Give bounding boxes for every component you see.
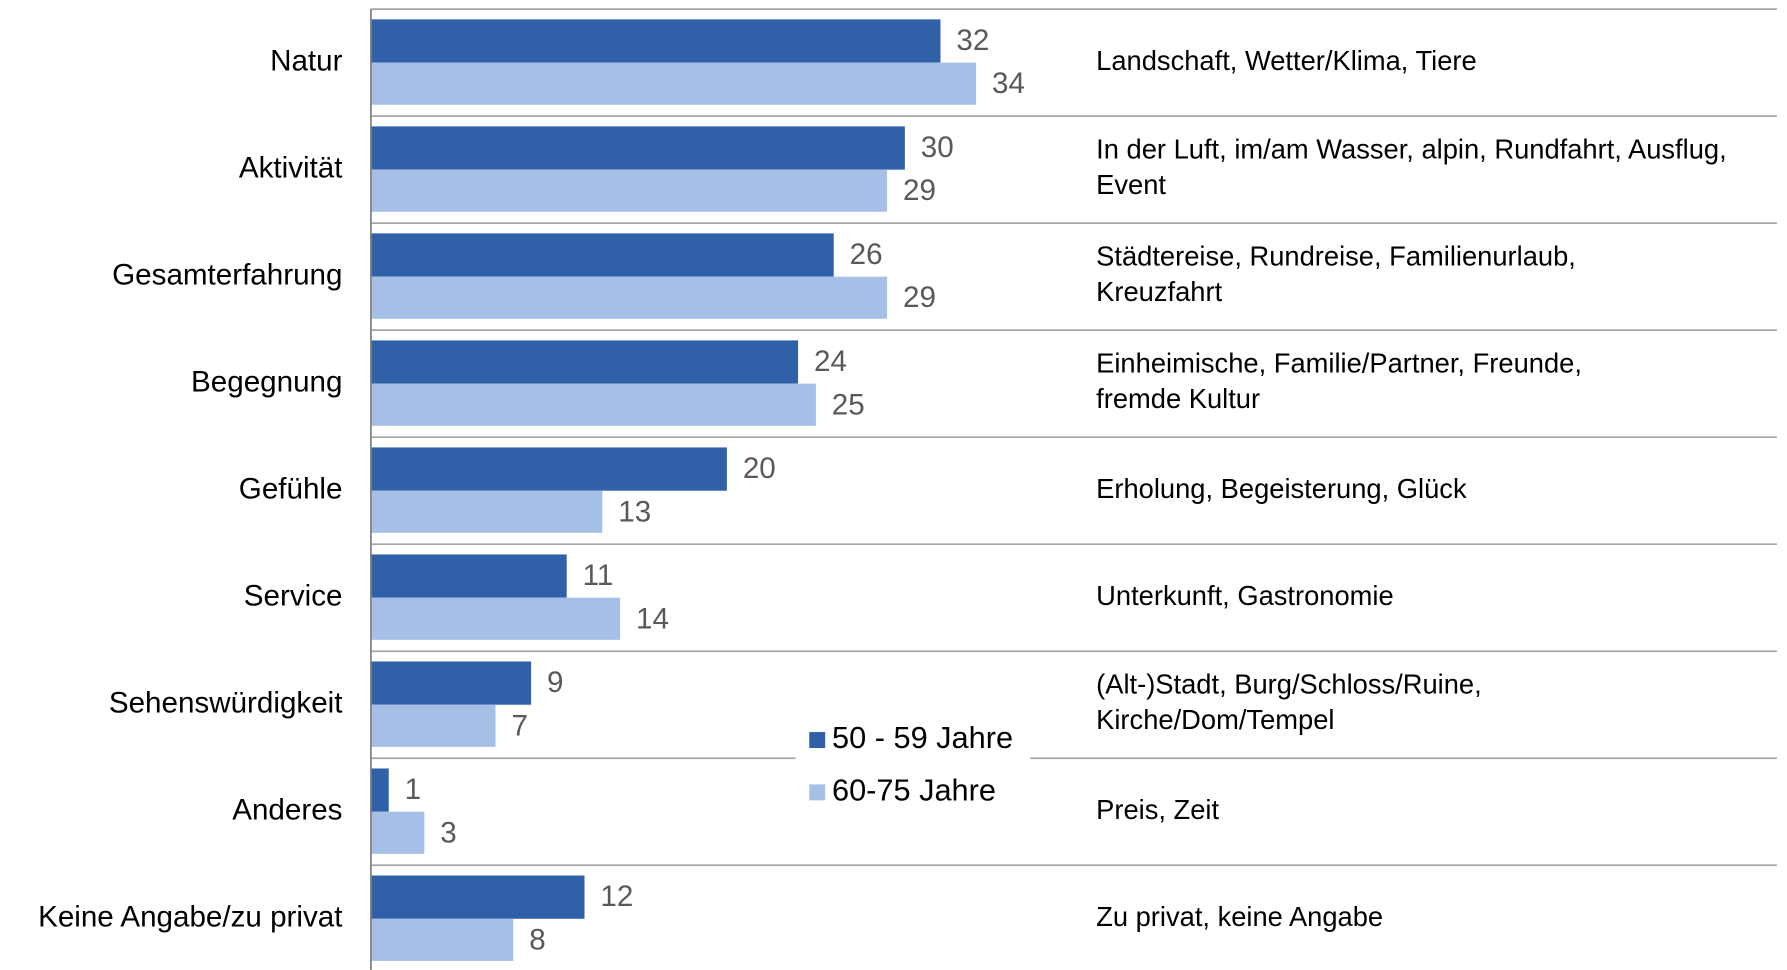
category-label: Gefühle bbox=[239, 473, 343, 506]
bar bbox=[370, 661, 532, 705]
bar bbox=[370, 233, 834, 277]
legend-swatch bbox=[809, 732, 826, 748]
bar bbox=[370, 704, 496, 747]
description: Erholung, Begeisterung, Glück bbox=[1096, 473, 1467, 504]
value-label: 26 bbox=[850, 238, 883, 271]
value-label: 32 bbox=[956, 24, 989, 57]
value-label: 13 bbox=[618, 495, 651, 528]
bar bbox=[370, 383, 816, 426]
category-label: Service bbox=[244, 580, 343, 613]
value-label: 29 bbox=[903, 174, 936, 207]
category-label: Aktivität bbox=[239, 151, 343, 184]
bar bbox=[370, 597, 621, 640]
value-label: 24 bbox=[814, 345, 847, 378]
value-label: 30 bbox=[921, 131, 954, 164]
description: Landschaft, Wetter/Klima, Tiere bbox=[1096, 45, 1477, 76]
description: Einheimische, Familie/Partner, Freunde, bbox=[1096, 348, 1582, 379]
bar bbox=[370, 875, 585, 919]
category-label: Begegnung bbox=[191, 365, 342, 398]
value-label: 3 bbox=[440, 816, 456, 849]
description: fremde Kultur bbox=[1096, 383, 1260, 414]
bar bbox=[370, 768, 389, 812]
bar bbox=[370, 276, 888, 319]
category-label: Keine Angabe/zu privat bbox=[38, 901, 342, 934]
description: Städtereise, Rundreise, Familienurlaub, bbox=[1096, 241, 1576, 272]
description: Unterkunft, Gastronomie bbox=[1096, 580, 1394, 611]
description: Event bbox=[1096, 169, 1166, 200]
bar bbox=[370, 811, 425, 854]
value-label: 11 bbox=[583, 559, 614, 592]
description: Kreuzfahrt bbox=[1096, 276, 1222, 307]
value-label: 34 bbox=[992, 67, 1025, 100]
bar bbox=[370, 490, 603, 533]
legend-label: 50 - 59 Jahre bbox=[832, 720, 1013, 755]
bar bbox=[370, 62, 977, 105]
category-label: Natur bbox=[270, 44, 343, 77]
description: Preis, Zeit bbox=[1096, 794, 1219, 825]
value-label: 8 bbox=[529, 923, 545, 956]
legend-swatch bbox=[809, 784, 826, 801]
description: Zu privat, keine Angabe bbox=[1096, 901, 1383, 932]
description: (Alt-)Stadt, Burg/Schloss/Ruine, bbox=[1096, 669, 1482, 700]
legend-box bbox=[795, 714, 1031, 818]
bar bbox=[370, 340, 799, 384]
value-label: 12 bbox=[600, 880, 633, 913]
bar bbox=[370, 19, 941, 63]
value-label: 14 bbox=[636, 602, 669, 635]
bar bbox=[370, 918, 514, 961]
bar bbox=[370, 169, 888, 212]
description: Kirche/Dom/Tempel bbox=[1096, 704, 1334, 735]
value-label: 7 bbox=[511, 709, 527, 742]
bar bbox=[370, 447, 727, 491]
value-label: 1 bbox=[405, 773, 421, 806]
value-label: 9 bbox=[547, 666, 563, 699]
legend-label: 60-75 Jahre bbox=[832, 773, 996, 808]
description: In der Luft, im/am Wasser, alpin, Rundfa… bbox=[1096, 134, 1727, 165]
value-label: 20 bbox=[743, 452, 776, 485]
category-label: Gesamterfahrung bbox=[112, 258, 342, 291]
value-label: 25 bbox=[832, 388, 865, 421]
bar bbox=[370, 554, 567, 598]
category-label: Sehenswürdigkeit bbox=[109, 687, 343, 720]
value-label: 29 bbox=[903, 281, 936, 314]
category-label: Anderes bbox=[232, 794, 342, 827]
bar bbox=[370, 126, 905, 170]
